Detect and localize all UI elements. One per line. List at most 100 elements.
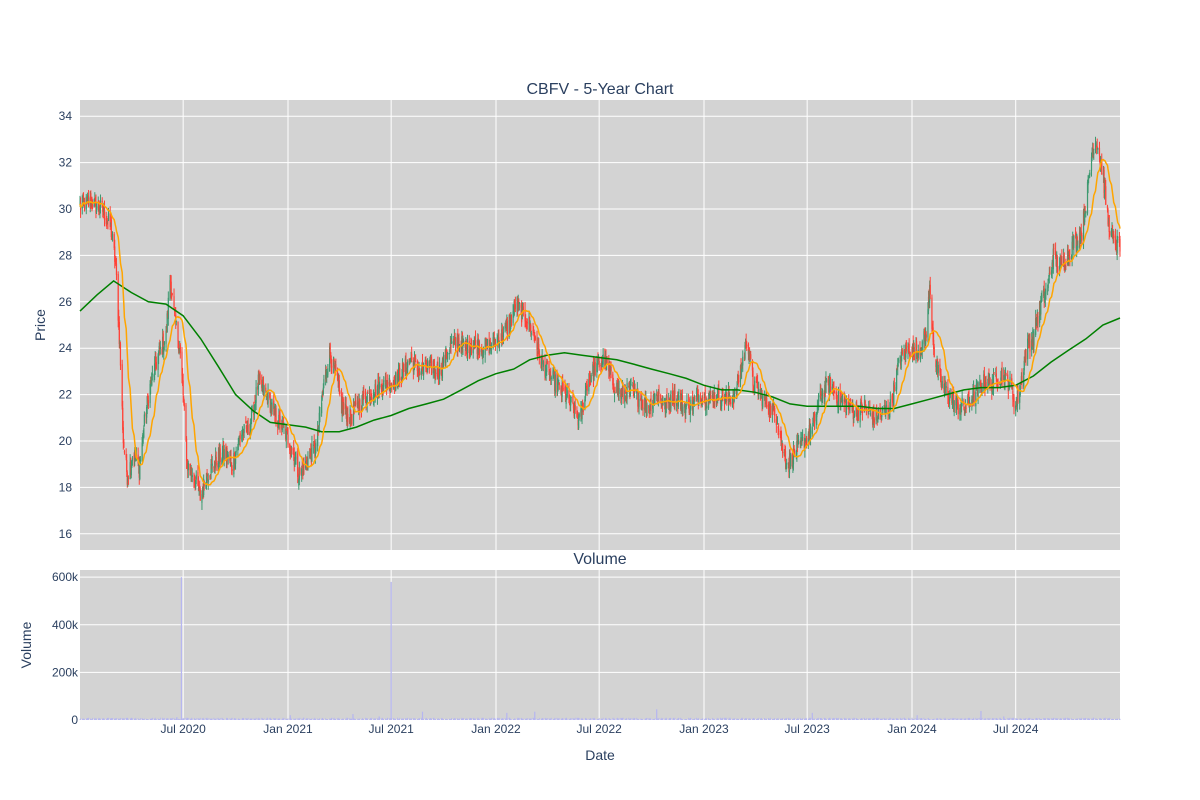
volume-bar [884,719,886,720]
candle-body [881,413,883,417]
volume-bar [589,718,591,720]
volume-bar [622,717,624,720]
candle-body [738,380,740,383]
volume-bar [880,719,882,720]
volume-bar [642,719,644,720]
volume-bar [186,717,188,720]
volume-bar [952,717,954,720]
volume-bar [542,718,544,720]
candle-body [409,362,411,364]
candle-body [171,294,173,296]
candle-body [101,201,103,203]
candle-body [562,388,564,390]
candle-body [119,343,122,366]
volume-bar [489,719,491,720]
volume-bar [349,718,351,720]
volume-bar [166,718,168,720]
volume-bar [1080,718,1082,720]
volume-bar [700,719,701,720]
volume-bar [740,718,742,720]
volume-bar [97,719,99,720]
volume-bar [1015,718,1017,720]
candle-body [329,346,331,372]
volume-bar [718,719,720,720]
candle-body [971,399,973,404]
volume-bar [442,718,443,720]
candle-body [468,341,470,354]
candle-body [185,438,188,462]
candle-body [313,441,315,444]
candle-body [709,392,711,396]
volume-bar [616,718,618,720]
volume-bar [367,718,369,720]
volume-bar [95,719,97,720]
candle-body [980,382,982,390]
volume-bar [597,718,599,720]
volume-bar [984,717,986,720]
volume-bar [341,718,342,720]
volume-bar [561,718,563,720]
volume-bar [1041,719,1043,720]
candle-body [1015,405,1017,412]
candle-body [800,437,802,447]
candle-body [809,430,812,439]
volume-bar [740,719,741,720]
volume-bar [119,718,121,720]
candle-body [805,437,808,445]
candle-body [293,448,295,455]
volume-bar [772,718,774,720]
volume-bar [473,718,475,720]
volume-bar [530,719,532,720]
volume-spike-bar [289,715,291,720]
volume-bar [462,718,464,720]
volume-bar [826,719,827,720]
volume-bar [243,719,245,720]
volume-bar [315,718,317,720]
volume-bar [897,719,899,720]
volume-bar [298,718,300,720]
candle-body [801,438,803,443]
volume-bar [885,718,887,720]
volume-bar [1000,718,1002,720]
candle-body [106,222,108,224]
candle-body [408,358,410,363]
candle-body [400,377,403,381]
candle-body [221,452,224,461]
candle-body [601,364,603,368]
volume-bar [463,718,464,720]
volume-bar [905,718,907,720]
volume-bar [93,719,95,720]
volume-bar [223,719,225,720]
volume-bar [905,719,907,720]
volume-bar [158,718,160,720]
candle-body [852,404,854,420]
volume-bar [330,718,332,720]
volume-bar [454,718,455,720]
candle-body [1019,392,1021,403]
candle-body [865,407,868,409]
volume-bar [1096,719,1098,720]
volume-bar [325,719,327,720]
volume-tick-label: 400k [52,618,79,632]
candle-body [695,394,698,397]
volume-bar [293,718,295,720]
volume-bar [873,718,875,720]
candle-body [195,480,197,488]
candle-body [253,404,255,414]
volume-bar [235,718,236,720]
volume-bar [90,719,92,720]
volume-bar [570,718,572,720]
volume-bar [658,717,660,720]
candle-body [821,395,823,403]
volume-bar [696,717,697,720]
volume-bar [584,719,586,720]
volume-bar [694,718,696,720]
candle-body [319,413,321,417]
price-tick-label: 18 [59,480,73,494]
candle-body [885,408,887,414]
volume-bar [1073,718,1075,720]
volume-bar [608,718,610,720]
candle-body [965,407,967,409]
volume-bar [793,718,794,720]
candle-body [905,341,907,352]
